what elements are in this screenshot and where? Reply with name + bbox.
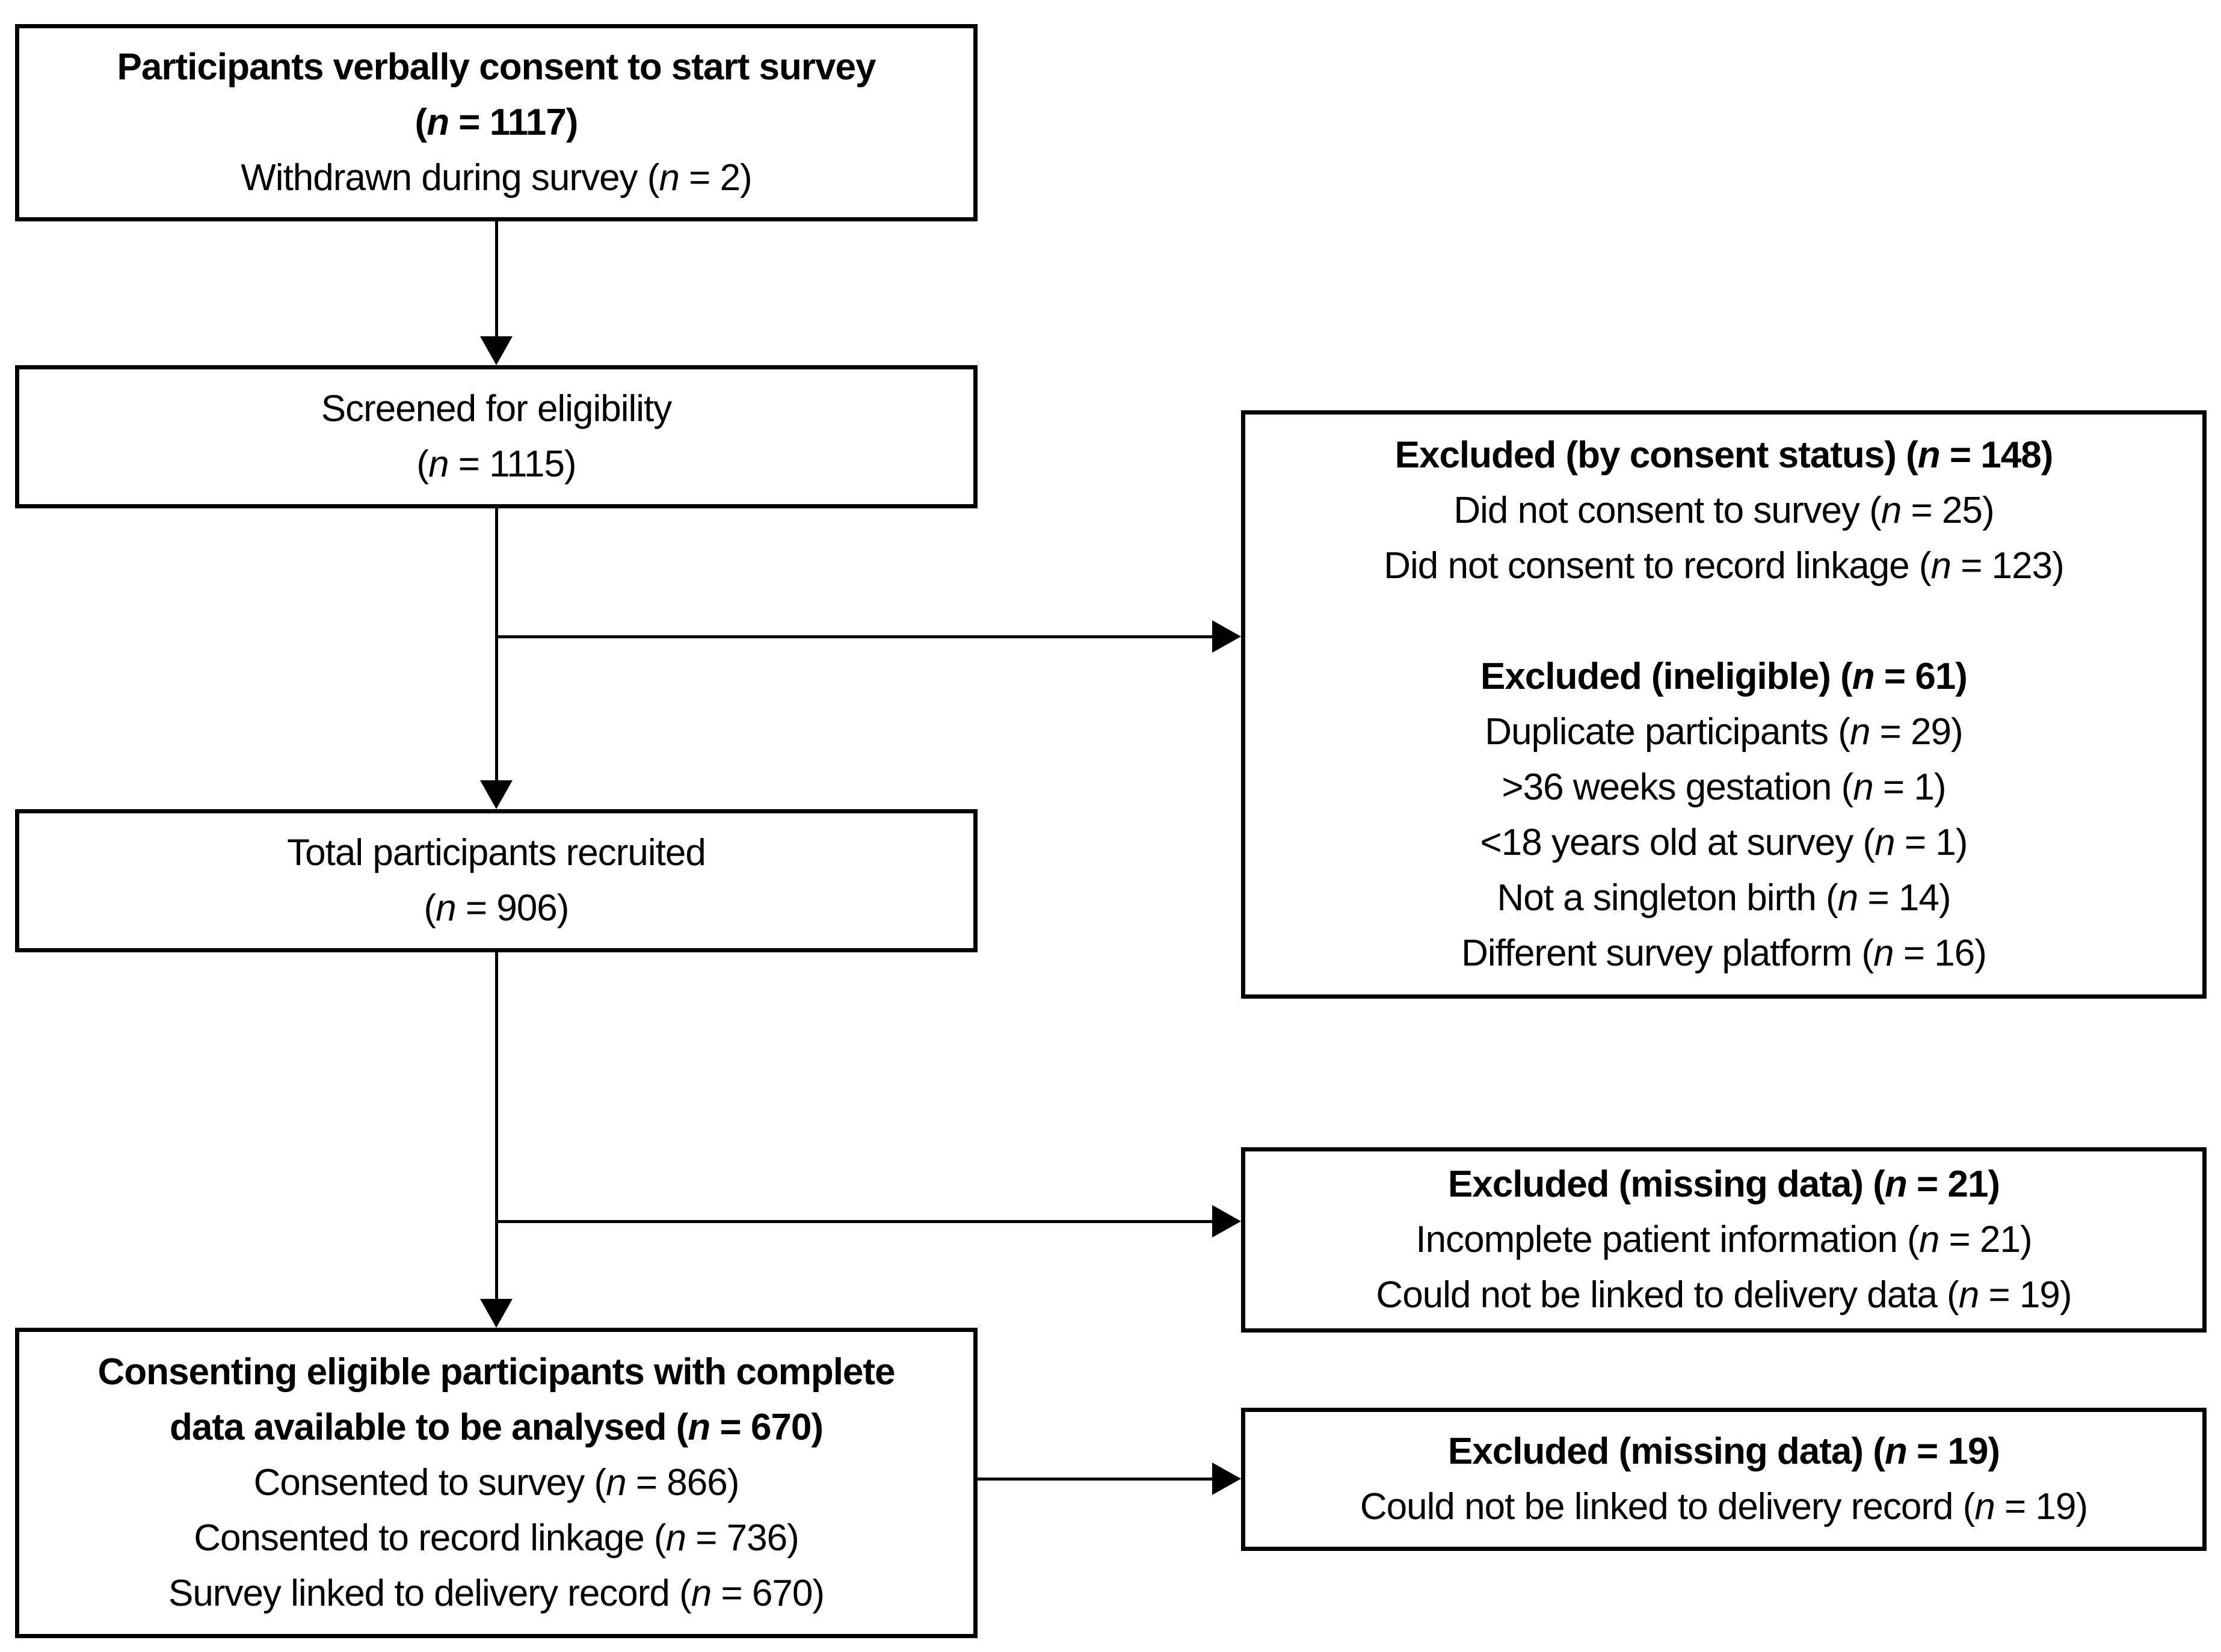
excluded-item: Different survey platform (n = 16) xyxy=(1461,932,1987,974)
connector-analysed-to-excluded-missing-19 xyxy=(978,1478,1214,1481)
box-line: Total participants recruited xyxy=(287,832,706,874)
box-title-line: data available to be analysed (n = 670) xyxy=(169,1407,824,1448)
excluded-item: Not a singleton birth (n = 14) xyxy=(1497,877,1951,919)
connector-consent-to-screened xyxy=(495,221,498,339)
arrowhead-right-excluded-missing-21 xyxy=(1212,1205,1241,1237)
box-item: Consented to survey (n = 866) xyxy=(253,1462,740,1503)
connector-branch-excluded-screening xyxy=(495,635,1214,638)
box-title-line: Participants verbally consent to start s… xyxy=(117,46,876,88)
box-count: (n = 1115) xyxy=(416,443,576,485)
box-excluded-missing-data-19: Excluded (missing data) (n = 19) Could n… xyxy=(1241,1408,2207,1551)
box-screened: Screened for eligibility (n = 1115) xyxy=(15,365,978,508)
box-verbal-consent: Participants verbally consent to start s… xyxy=(15,24,978,221)
box-excluded-screening: Excluded (by consent status) (n = 148) D… xyxy=(1241,410,2207,999)
excluded-missing-21-title: Excluded (missing data) (n = 21) xyxy=(1447,1163,2000,1205)
box-item: Withdrawn during survey (n = 2) xyxy=(241,157,752,199)
excluded-item: Duplicate participants (n = 29) xyxy=(1485,711,1963,753)
box-line: Screened for eligibility xyxy=(321,388,673,430)
arrowhead-down-screened xyxy=(480,336,513,365)
excluded-consent-status-title: Excluded (by consent status) (n = 148) xyxy=(1394,434,2054,476)
excluded-missing-19-title: Excluded (missing data) (n = 19) xyxy=(1447,1431,2000,1472)
arrowhead-right-excluded-missing-19 xyxy=(1212,1462,1241,1495)
excluded-item: Could not be linked to delivery data (n … xyxy=(1376,1274,2072,1316)
excluded-ineligible-title: Excluded (ineligible) (n = 61) xyxy=(1480,656,1968,697)
excluded-item: >36 weeks gestation (n = 1) xyxy=(1502,766,1946,808)
box-excluded-missing-data-21: Excluded (missing data) (n = 21) Incompl… xyxy=(1241,1147,2207,1333)
box-item: Consented to record linkage (n = 736) xyxy=(194,1517,799,1559)
box-title-line: Consenting eligible participants with co… xyxy=(97,1351,895,1393)
box-recruited: Total participants recruited (n = 906) xyxy=(15,809,978,952)
connector-branch-excluded-missing-21 xyxy=(495,1220,1214,1223)
excluded-item: <18 years old at survey (n = 1) xyxy=(1480,822,1968,863)
connector-recruited-to-analysed xyxy=(495,952,498,1301)
excluded-item: Incomplete patient information (n = 21) xyxy=(1415,1219,2032,1260)
arrowhead-down-analysed xyxy=(480,1299,513,1328)
box-item: Survey linked to delivery record (n = 67… xyxy=(168,1573,825,1614)
excluded-item: Did not consent to survey (n = 25) xyxy=(1453,490,1994,531)
box-title-count: (n = 1117) xyxy=(414,102,579,143)
connector-screened-to-recruited xyxy=(495,508,498,782)
box-count: (n = 906) xyxy=(424,887,570,929)
arrowhead-down-recruited xyxy=(480,780,513,809)
excluded-item: Could not be linked to delivery record (… xyxy=(1360,1486,2088,1527)
box-analysed: Consenting eligible participants with co… xyxy=(15,1328,978,1638)
arrowhead-right-excluded-screening xyxy=(1212,620,1241,653)
excluded-item: Did not consent to record linkage (n = 1… xyxy=(1384,545,2065,587)
